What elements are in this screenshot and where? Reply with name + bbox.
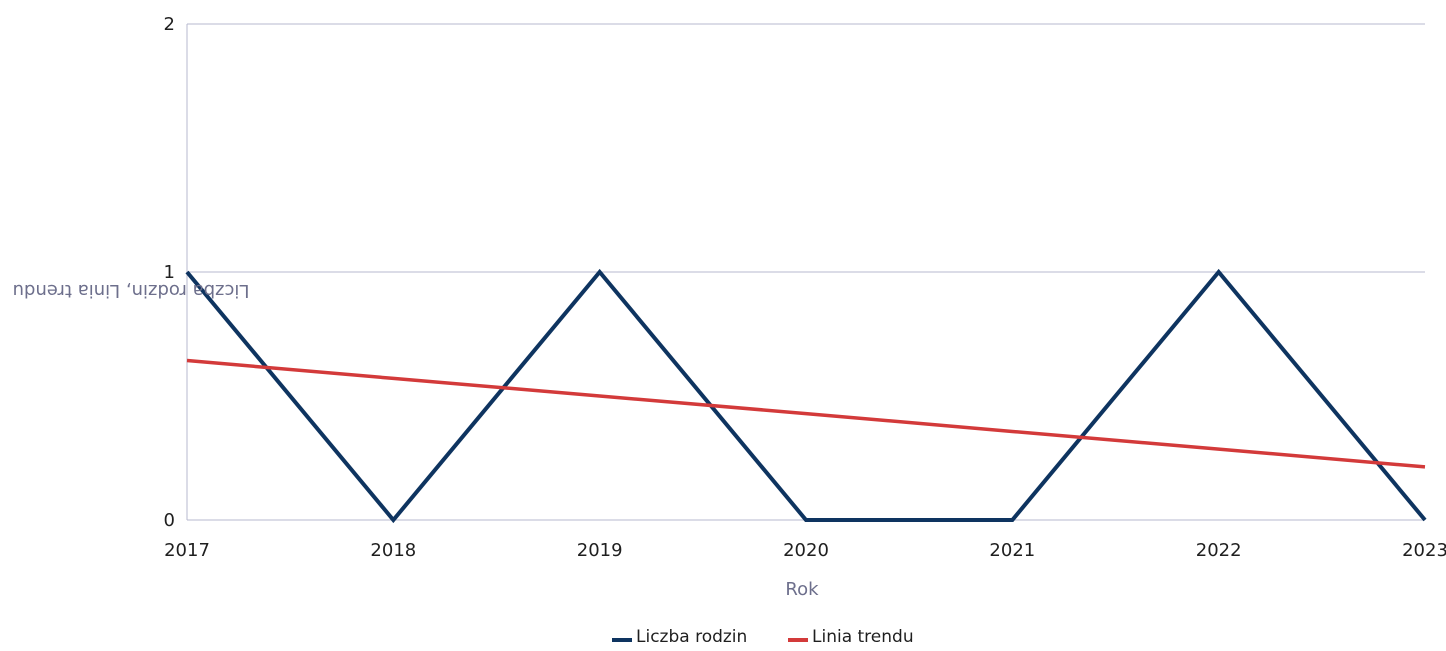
legend-swatch	[612, 638, 632, 642]
y-axis-title: Liczba rodzin, Linia trendu	[13, 280, 250, 301]
series-layer	[185, 268, 1427, 524]
x-axis-title: Rok	[785, 579, 819, 600]
legend-label: Linia trendu	[812, 627, 914, 647]
y-tick-label: 2	[164, 14, 175, 35]
x-tick-label: 2017	[164, 540, 210, 561]
y-tick-label: 1	[164, 262, 175, 283]
series-line-linia-trendu	[186, 358, 1426, 469]
x-tick-label: 2021	[989, 540, 1035, 561]
grid-layer	[186, 23, 1425, 521]
legend: Liczba rodzin Linia trendu	[612, 627, 914, 647]
axis-layer: 0 1 2 2017 2018 2019 2020 2021 2022 2023	[164, 14, 1446, 561]
x-tick-label: 2018	[370, 540, 416, 561]
x-tick-label: 2020	[783, 540, 829, 561]
legend-label: Liczba rodzin	[636, 627, 747, 647]
x-tick-label: 2019	[577, 540, 623, 561]
x-tick-label: 2023	[1402, 540, 1446, 561]
legend-swatch	[788, 638, 808, 642]
series-line-liczba-rodzin	[185, 268, 1427, 524]
y-tick-label: 0	[164, 510, 175, 531]
x-tick-label: 2022	[1196, 540, 1242, 561]
